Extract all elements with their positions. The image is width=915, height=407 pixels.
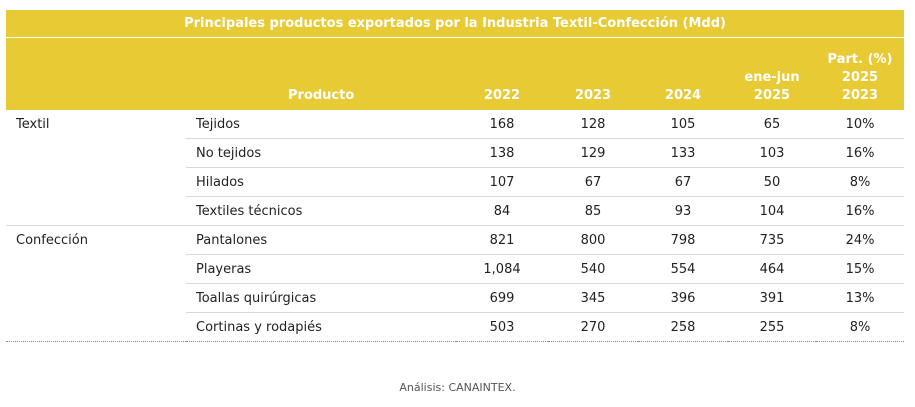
value-2023: 345: [548, 283, 638, 313]
table-title-row: Principales productos exportados por la …: [6, 10, 905, 38]
column-header-category: [6, 37, 186, 110]
product-name: Textiles técnicos: [186, 196, 456, 226]
value-2024: 67: [638, 167, 728, 197]
table-title: Principales productos exportados por la …: [6, 10, 905, 38]
value-2024: 133: [638, 138, 728, 168]
column-header-ene-jun-2025: ene-jun 2025: [728, 37, 816, 110]
column-header-part-line1: Part. (%): [827, 52, 893, 67]
value-2023: 800: [548, 225, 638, 255]
value-2022: 503: [456, 312, 548, 342]
value-2024: 258: [638, 312, 728, 342]
category-confeccion: Confección: [6, 225, 186, 342]
column-header-ene-jun-line1: ene-jun: [744, 70, 800, 85]
column-header-2024: 2024: [638, 37, 728, 110]
table-row: No tejidos 138 129 133 103 16%: [6, 138, 905, 168]
exports-table: Principales productos exportados por la …: [6, 10, 905, 342]
value-2024: 396: [638, 283, 728, 313]
table-body: Textil Tejidos 168 128 105 65 10% No tej…: [6, 110, 905, 342]
category-textil: Textil: [6, 110, 186, 226]
value-2024: 798: [638, 225, 728, 255]
column-header-participation: Part. (%) 2025 2023: [816, 37, 905, 110]
value-2024: 554: [638, 254, 728, 284]
column-header-producto: Producto: [186, 37, 456, 110]
value-participation: 13%: [816, 283, 905, 313]
value-ene-jun-2025: 735: [728, 225, 816, 255]
value-ene-jun-2025: 103: [728, 138, 816, 168]
value-participation: 8%: [816, 312, 905, 342]
value-2022: 699: [456, 283, 548, 313]
value-2022: 1,084: [456, 254, 548, 284]
value-2022: 821: [456, 225, 548, 255]
value-2024: 105: [638, 110, 728, 139]
value-participation: 10%: [816, 110, 905, 139]
table-row: Confección Pantalones 821 800 798 735 24…: [6, 225, 905, 342]
value-2023: 540: [548, 254, 638, 284]
value-2023: 270: [548, 312, 638, 342]
value-ene-jun-2025: 65: [728, 110, 816, 139]
value-participation: 8%: [816, 167, 905, 197]
value-ene-jun-2025: 464: [728, 254, 816, 284]
value-2022: 138: [456, 138, 548, 168]
value-2023: 85: [548, 196, 638, 226]
table-row: Toallas quirúrgicas 699 345 396 391 13%: [6, 283, 905, 313]
product-name: Toallas quirúrgicas: [186, 283, 456, 313]
value-ene-jun-2025: 255: [728, 312, 816, 342]
product-name: Pantalones: [186, 225, 456, 255]
value-2022: 168: [456, 110, 548, 139]
value-ene-jun-2025: 104: [728, 196, 816, 226]
value-2022: 84: [456, 196, 548, 226]
source-note: Análisis: CANAINTEX.: [399, 381, 516, 394]
column-header-part-line3: 2023: [841, 88, 879, 103]
product-name: No tejidos: [186, 138, 456, 168]
product-name: Playeras: [186, 254, 456, 284]
product-name: Tejidos: [186, 110, 456, 139]
table-row: Hilados 107 67 67 50 8%: [6, 167, 905, 197]
product-name: Cortinas y rodapiés: [186, 312, 456, 342]
value-2022: 107: [456, 167, 548, 197]
value-2023: 129: [548, 138, 638, 168]
exports-table-container: Principales productos exportados por la …: [6, 10, 905, 342]
column-header-ene-jun-line2: 2025: [753, 88, 791, 103]
value-2023: 67: [548, 167, 638, 197]
product-name: Hilados: [186, 167, 456, 197]
value-ene-jun-2025: 50: [728, 167, 816, 197]
column-header-2022: 2022: [456, 37, 548, 110]
value-2024: 93: [638, 196, 728, 226]
value-ene-jun-2025: 391: [728, 283, 816, 313]
column-header-part-line2: 2025: [841, 70, 879, 85]
value-participation: 16%: [816, 196, 905, 226]
table-row: Textiles técnicos 84 85 93 104 16%: [6, 196, 905, 226]
value-2023: 128: [548, 110, 638, 139]
table-row: Textil Tejidos 168 128 105 65 10%: [6, 110, 905, 226]
column-header-row: Producto 2022 2023 2024 ene-jun 2025 Par…: [6, 37, 905, 110]
value-participation: 24%: [816, 225, 905, 255]
value-participation: 15%: [816, 254, 905, 284]
column-header-2023: 2023: [548, 37, 638, 110]
table-row: Cortinas y rodapiés 503 270 258 255 8%: [6, 312, 905, 342]
value-participation: 16%: [816, 138, 905, 168]
table-row: Playeras 1,084 540 554 464 15%: [6, 254, 905, 284]
